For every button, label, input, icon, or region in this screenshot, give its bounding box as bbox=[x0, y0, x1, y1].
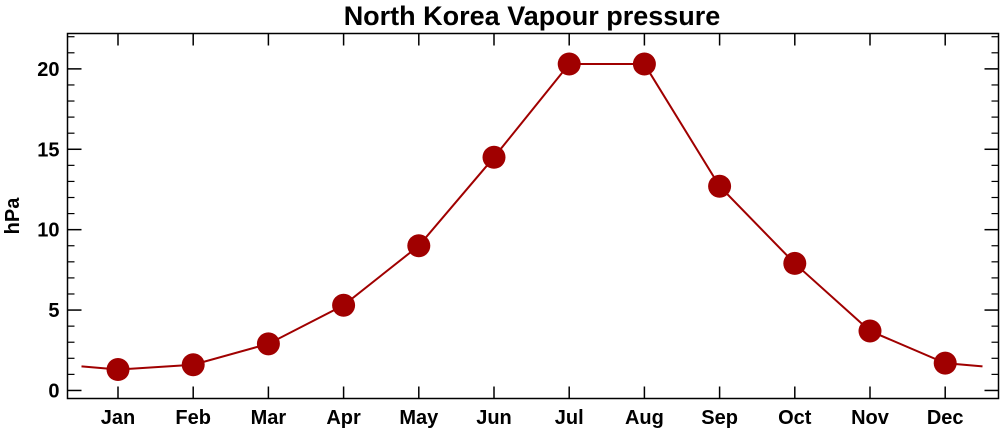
x-tick-label: May bbox=[399, 407, 439, 429]
x-tick-label: Jun bbox=[476, 407, 512, 429]
data-point bbox=[181, 353, 205, 377]
y-tick-label: 0 bbox=[48, 380, 59, 402]
data-point bbox=[106, 358, 130, 382]
data-point bbox=[332, 293, 356, 317]
x-tick-label: Aug bbox=[625, 407, 664, 429]
x-tick-label: Mar bbox=[251, 407, 287, 429]
x-tick-label: Apr bbox=[326, 407, 361, 429]
data-point bbox=[632, 52, 656, 76]
x-tick-label: Nov bbox=[851, 407, 890, 429]
x-tick-label: Sep bbox=[701, 407, 738, 429]
y-tick-label: 10 bbox=[37, 220, 59, 242]
series-line bbox=[81, 63, 983, 371]
data-point bbox=[708, 174, 732, 198]
series-layer bbox=[81, 52, 983, 382]
chart-title: North Korea Vapour pressure bbox=[344, 1, 721, 31]
x-tick-label: Jul bbox=[555, 407, 584, 429]
data-point bbox=[783, 251, 807, 275]
y-axis: 0 5 10 15 20 bbox=[37, 36, 999, 402]
data-point bbox=[557, 52, 581, 76]
data-point bbox=[256, 332, 280, 356]
data-point bbox=[933, 351, 957, 375]
data-point bbox=[482, 145, 506, 169]
y-tick-label: 5 bbox=[48, 300, 59, 322]
x-tick-label: Dec bbox=[927, 407, 964, 429]
x-tick-label: Jan bbox=[101, 407, 135, 429]
plot-frame bbox=[66, 32, 1000, 400]
y-tick-label: 15 bbox=[37, 139, 59, 161]
y-tick-label: 20 bbox=[37, 59, 59, 81]
data-point bbox=[858, 319, 882, 343]
x-tick-label: Feb bbox=[175, 407, 211, 429]
data-point bbox=[407, 234, 431, 258]
y-axis-label: hPa bbox=[2, 197, 24, 235]
x-axis: Jan Feb Mar Apr May Jun Jul Aug Sep Oct Nov Dec bbox=[101, 33, 964, 429]
x-tick-label: Oct bbox=[778, 407, 812, 429]
